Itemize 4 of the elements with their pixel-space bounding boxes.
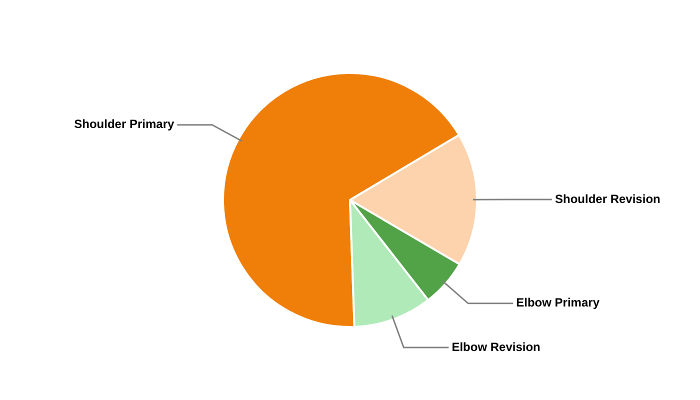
slice-label: Elbow Primary xyxy=(516,296,600,310)
slice-label: Shoulder Primary xyxy=(74,117,174,132)
slice-label: Elbow Revision xyxy=(452,340,540,354)
slice-label: Shoulder Revision xyxy=(555,192,660,206)
